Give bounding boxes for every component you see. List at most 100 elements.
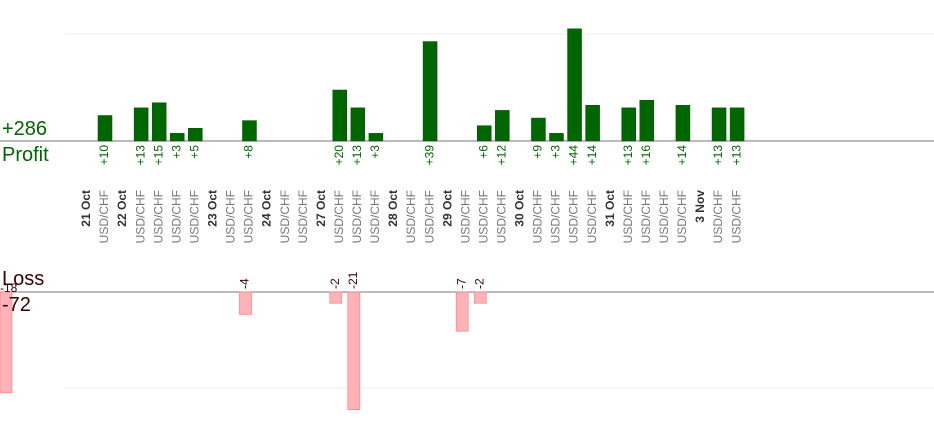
loss-bars <box>0 291 487 410</box>
loss-total-value: -72 <box>2 294 31 316</box>
instrument-label: USD/CHF <box>97 190 111 243</box>
instrument-label: USD/CHF <box>639 190 653 243</box>
date-label: 23 Oct <box>206 190 220 227</box>
date-label: 29 Oct <box>440 190 454 227</box>
instrument-label: USD/CHF <box>476 190 490 243</box>
profit-bar <box>188 128 203 142</box>
profit-bar <box>242 120 257 142</box>
date-label: 21 Oct <box>79 190 93 227</box>
loss-bar <box>347 291 361 410</box>
instrument-label: USD/CHF <box>187 190 201 243</box>
loss-bar <box>455 291 469 332</box>
instrument-label: USD/CHF <box>224 190 238 243</box>
loss-bar <box>329 291 343 304</box>
profit-value-label: +13 <box>621 145 635 166</box>
profit-bar <box>477 125 492 142</box>
profit-value-label: +13 <box>133 145 147 166</box>
date-label: 31 Oct <box>603 190 617 227</box>
profit-bar <box>675 105 691 142</box>
date-label: 30 Oct <box>513 190 527 227</box>
instrument-label: USD/CHF <box>549 190 563 243</box>
profit-value-label: +3 <box>169 145 183 159</box>
instrument-label: USD/CHF <box>133 190 147 243</box>
profit-bar <box>621 107 636 142</box>
instrument-label: USD/CHF <box>169 190 183 243</box>
instrument-label: USD/CHF <box>458 190 472 243</box>
profit-value-label: +20 <box>332 145 346 166</box>
profit-bar <box>639 99 655 142</box>
profit-value-label: +44 <box>567 145 581 166</box>
profit-bar <box>531 117 546 142</box>
instrument-label: USD/CHF <box>621 190 635 243</box>
profit-bar <box>729 107 745 142</box>
profit-bar <box>332 89 348 142</box>
instrument-label: USD/CHF <box>567 190 581 243</box>
instrument-label: USD/CHF <box>151 190 165 243</box>
profit-value-label: +8 <box>242 145 256 159</box>
profit-value-label: +5 <box>187 145 201 159</box>
instrument-label: USD/CHF <box>404 190 418 243</box>
profit-bar <box>495 110 510 142</box>
loss-value-label: -7 <box>454 278 468 289</box>
profit-bars <box>97 28 745 142</box>
profit-bar <box>151 102 167 142</box>
profit-bar <box>549 133 564 142</box>
profit-bar <box>97 115 113 142</box>
loss-value-label: -2 <box>328 278 342 289</box>
loss-label: Loss <box>2 268 45 290</box>
profit-label: Profit <box>2 144 49 166</box>
instrument-label: USD/CHF <box>368 190 382 243</box>
loss-bar <box>0 291 13 394</box>
profit-value-label: +15 <box>151 145 165 166</box>
profit-total-value: +286 <box>2 118 48 140</box>
profit-bar <box>567 28 582 142</box>
date-label: 22 Oct <box>115 190 129 227</box>
profit-value-label: +3 <box>368 145 382 159</box>
loss-value-label: -21 <box>346 271 360 289</box>
profit-value-label: +14 <box>585 145 599 166</box>
instrument-label: USD/CHF <box>657 190 671 243</box>
profit-value-label: +14 <box>675 145 689 166</box>
instrument-label: USD/CHF <box>675 190 689 243</box>
date-label: 28 Oct <box>386 190 400 227</box>
instrument-label: USD/CHF <box>729 190 743 243</box>
loss-value-label: -4 <box>238 278 252 289</box>
profit-value-label: +13 <box>350 145 364 166</box>
loss-bar <box>473 291 487 304</box>
profit-bar <box>133 107 149 142</box>
loss-bar <box>239 291 252 315</box>
profit-value-label: +3 <box>549 145 563 159</box>
instrument-label: USD/CHF <box>531 190 545 243</box>
profit-bar <box>585 105 600 142</box>
instrument-label: USD/CHF <box>711 190 725 243</box>
profit-value-label: +13 <box>729 145 743 166</box>
instrument-label: USD/CHF <box>494 190 508 243</box>
instrument-label: USD/CHF <box>585 190 599 243</box>
loss-value-label: -2 <box>472 278 486 289</box>
instrument-label: USD/CHF <box>350 190 364 243</box>
instrument-label: USD/CHF <box>296 190 310 243</box>
instrument-label: USD/CHF <box>278 190 292 243</box>
profit-bar <box>711 107 727 142</box>
profit-value-label: +6 <box>476 145 490 159</box>
profit-bar <box>422 41 438 142</box>
date-label: 27 Oct <box>314 190 328 227</box>
profit-value-label: +39 <box>422 145 436 166</box>
instrument-label: USD/CHF <box>422 190 436 243</box>
profit-value-label: +10 <box>97 145 111 166</box>
profit-value-label: +16 <box>639 145 653 166</box>
profit-value-label: +9 <box>531 145 545 159</box>
profit-bar <box>368 133 384 142</box>
profit-bar <box>350 107 366 142</box>
instrument-label: USD/CHF <box>332 190 346 243</box>
date-label: 3 Nov <box>693 190 707 223</box>
profit-value-label: +13 <box>711 145 725 166</box>
date-label: 24 Oct <box>260 190 274 227</box>
labels-layer: 21 Oct 22 Oct 23 Oct 24 Oct 27 Oct 28 Oct 29 O… <box>0 145 743 295</box>
instrument-label: USD/CHF <box>242 190 256 243</box>
profit-value-label: +12 <box>494 145 508 166</box>
profit-bar <box>169 133 185 142</box>
loss-value-label: -18 <box>0 281 18 295</box>
